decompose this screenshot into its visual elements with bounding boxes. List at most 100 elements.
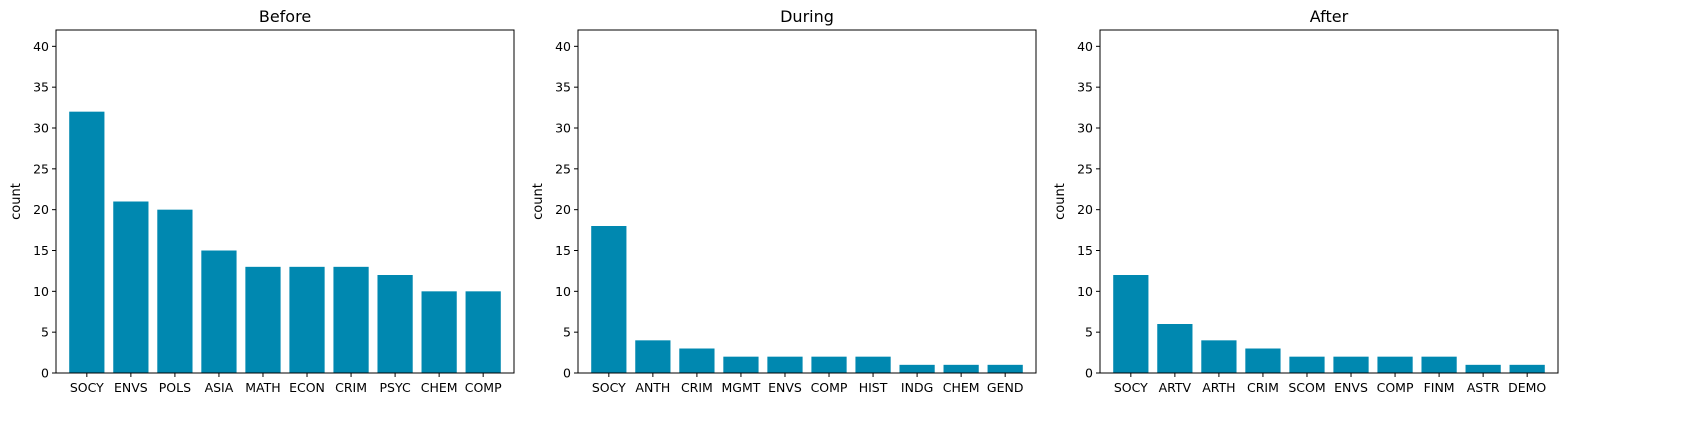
x-tick-label: GEND [987, 380, 1024, 395]
y-tick-label: 25 [33, 161, 49, 176]
bar [1465, 364, 1501, 373]
y-tick-label: 5 [563, 325, 571, 340]
axes-frame [55, 29, 515, 374]
bar [855, 356, 891, 373]
y-tick-label: 0 [1085, 366, 1093, 381]
bar [591, 226, 627, 373]
chart-panel-during: During count 0 5 10 15 20 25 30 35 40 SOCY ANTH CRI… [531, 7, 1037, 395]
chart-title: Before [259, 7, 311, 26]
x-tick-label: HIST [859, 380, 888, 395]
x-tick-label: POLS [159, 380, 191, 395]
x-tick-label: CHEM [421, 380, 458, 395]
y-axis-label: count [1053, 183, 1068, 220]
y-tick-label: 10 [1077, 284, 1093, 299]
x-tick-label: DEMO [1508, 380, 1546, 395]
y-tick-label: 15 [1077, 243, 1093, 258]
y-tick-label: 30 [1077, 121, 1093, 136]
y-tick-label: 20 [1077, 202, 1093, 217]
bar [1245, 348, 1281, 373]
x-tick-label: CRIM [1247, 380, 1279, 395]
y-tick-label: 0 [41, 366, 49, 381]
y-tick-label: 5 [41, 325, 49, 340]
y-tick-label: 5 [1085, 325, 1093, 340]
bar [943, 364, 979, 373]
bar [635, 340, 671, 373]
x-tick-label: ARTH [1202, 380, 1235, 395]
x-tick-label: FINM [1424, 380, 1455, 395]
y-tick-label: 10 [33, 284, 49, 299]
x-tick-label: ENVS [114, 380, 148, 395]
y-axis-label: count [9, 183, 24, 220]
y-tick-label: 40 [1077, 39, 1093, 54]
x-tick-label: PSYC [380, 380, 411, 395]
y-tick-label: 35 [1077, 80, 1093, 95]
bar [157, 209, 193, 373]
chart-panel-before: Before count 0 5 10 15 20 25 30 35 40 SOCY ENVS POL… [9, 7, 515, 395]
x-tick-label: ANTH [635, 380, 670, 395]
chart-title: During [780, 7, 834, 26]
y-tick-label: 15 [33, 243, 49, 258]
x-tick-label: ECON [289, 380, 325, 395]
bar [1289, 356, 1325, 373]
x-tick-label: ASTR [1467, 380, 1500, 395]
bar [767, 356, 803, 373]
y-tick-label: 40 [33, 39, 49, 54]
chart-title: After [1310, 7, 1349, 26]
y-tick-label: 30 [33, 121, 49, 136]
bar [377, 275, 413, 373]
bar [421, 291, 457, 373]
bar [1333, 356, 1369, 373]
y-tick-label: 35 [33, 80, 49, 95]
bar [289, 266, 325, 373]
bar [465, 291, 501, 373]
bar [1421, 356, 1457, 373]
bar [1113, 275, 1149, 373]
bar [69, 111, 105, 374]
bar [679, 348, 715, 373]
x-tick-label: SOCY [70, 380, 104, 395]
chart-panel-after: After count 0 5 10 15 20 25 30 35 40 SOCY ARTV ARTH… [1053, 7, 1559, 395]
x-tick-label: ENVS [1334, 380, 1368, 395]
x-tick-label: MGMT [721, 380, 760, 395]
x-tick-label: CHEM [943, 380, 980, 395]
bar [899, 364, 935, 373]
x-tick-label: CRIM [681, 380, 713, 395]
y-tick-label: 15 [555, 243, 571, 258]
y-tick-label: 25 [555, 161, 571, 176]
bar [811, 356, 847, 373]
y-tick-label: 25 [1077, 161, 1093, 176]
x-tick-label: COMP [1377, 380, 1414, 395]
x-tick-label: ASIA [205, 380, 234, 395]
x-tick-label: INDG [901, 380, 933, 395]
x-tick-label: COMP [811, 380, 848, 395]
bar [245, 266, 281, 373]
bar [333, 266, 369, 373]
bar [1509, 364, 1545, 373]
x-tick-label: ARTV [1159, 380, 1192, 395]
y-tick-label: 20 [33, 202, 49, 217]
x-tick-label: CRIM [335, 380, 367, 395]
x-tick-label: SOCY [1114, 380, 1148, 395]
bar [113, 201, 149, 373]
bar [723, 356, 759, 373]
y-tick-label: 35 [555, 80, 571, 95]
bar [1201, 340, 1237, 373]
y-tick-label: 40 [555, 39, 571, 54]
x-tick-label: COMP [465, 380, 502, 395]
y-tick-label: 0 [563, 366, 571, 381]
bar [1157, 324, 1193, 373]
x-tick-label: ENVS [768, 380, 802, 395]
y-tick-label: 10 [555, 284, 571, 299]
bar [201, 250, 237, 373]
x-tick-label: MATH [245, 380, 280, 395]
axes-frame [1099, 29, 1559, 374]
bar [987, 364, 1023, 373]
y-tick-label: 20 [555, 202, 571, 217]
bar [1377, 356, 1413, 373]
x-tick-label: SCOM [1288, 380, 1325, 395]
x-tick-label: SOCY [592, 380, 626, 395]
y-axis-label: count [531, 183, 546, 220]
axes-frame [577, 29, 1037, 374]
y-tick-label: 30 [555, 121, 571, 136]
